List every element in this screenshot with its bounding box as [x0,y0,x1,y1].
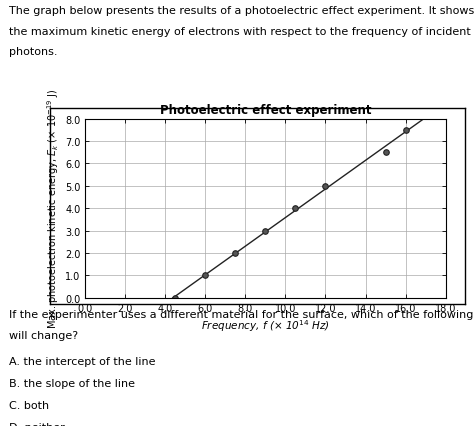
Text: will change?: will change? [9,330,79,340]
Title: Photoelectric effect experiment: Photoelectric effect experiment [160,104,371,117]
Text: C. both: C. both [9,400,50,410]
Text: If the experimenter uses a different material for the surface, which of the foll: If the experimenter uses a different mat… [9,309,474,319]
Text: The graph below presents the results of a photoelectric effect experiment. It sh: The graph below presents the results of … [9,6,474,16]
Text: photons.: photons. [9,47,58,57]
Text: A. the intercept of the line: A. the intercept of the line [9,356,156,366]
Text: D. neither: D. neither [9,422,65,426]
Text: B. the slope of the line: B. the slope of the line [9,378,136,388]
Y-axis label: Max. photoelectron kinetic energy, $E_k$ (× 10$^{-19}$ J): Max. photoelectron kinetic energy, $E_k$… [45,89,61,328]
Text: the maximum kinetic energy of electrons with respect to the frequency of inciden: the maximum kinetic energy of electrons … [9,27,471,37]
X-axis label: Frequency, $f$ (× 10$^{14}$ Hz): Frequency, $f$ (× 10$^{14}$ Hz) [201,317,330,333]
